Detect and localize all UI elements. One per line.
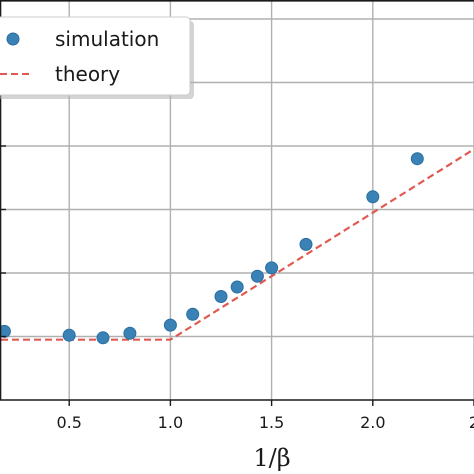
- theory-line: [0, 148, 474, 341]
- x-tick-label: 0.5: [56, 413, 81, 432]
- simulation-point: [96, 331, 110, 345]
- simulation-point: [230, 280, 244, 294]
- simulation-point: [186, 307, 200, 321]
- legend-label-theory: theory: [55, 62, 120, 86]
- x-tick-label: 1.5: [259, 413, 284, 432]
- simulation-point: [214, 290, 228, 303]
- x-tick-label: 2: [469, 413, 474, 432]
- simulation-point: [410, 152, 424, 166]
- legend-label-simulation: simulation: [55, 27, 159, 51]
- simulation-point: [163, 318, 177, 332]
- simulation-point: [299, 237, 313, 251]
- x-tick-labels: 0.5 1.0 1.5 2.0 2: [56, 413, 474, 432]
- x-axis-label: 1/β: [253, 444, 290, 472]
- legend-marker-simulation: [6, 32, 20, 46]
- x-tick-label: 1.0: [158, 413, 183, 432]
- simulation-point: [265, 261, 279, 275]
- simulation-point: [62, 328, 76, 342]
- legend-box: [0, 16, 191, 96]
- legend: simulation theory: [0, 16, 194, 99]
- simulation-point: [250, 269, 264, 283]
- x-tick-label: 2.0: [360, 413, 385, 432]
- simulation-point: [123, 326, 137, 340]
- simulation-point: [0, 324, 11, 338]
- theory-series: [0, 148, 474, 341]
- simulation-point: [366, 190, 380, 204]
- simulation-series: [0, 152, 424, 345]
